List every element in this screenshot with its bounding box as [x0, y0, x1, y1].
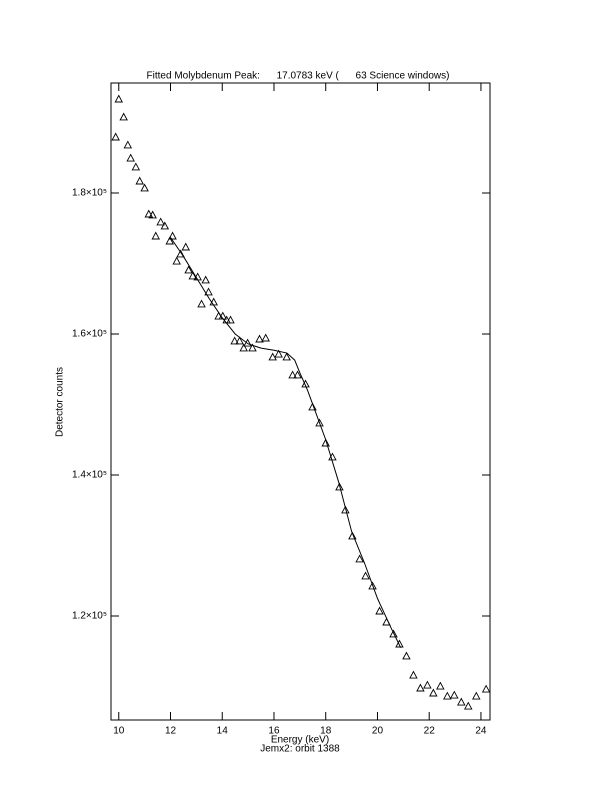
data-point	[243, 338, 252, 347]
fit-line	[170, 237, 402, 648]
data-point	[176, 249, 185, 258]
chart-title: Fitted Molybdenum Peak: 17.0783 keV ( 63…	[147, 71, 450, 82]
x-tick-label: 12	[165, 726, 177, 737]
data-point	[341, 505, 350, 514]
data-point	[172, 256, 181, 265]
x-tick-label: 10	[113, 726, 125, 737]
data-point	[168, 231, 177, 240]
x-tick-label: 16	[268, 726, 280, 737]
plot-frame	[110, 82, 491, 721]
y-tick-label: 1.6×10⁵	[72, 329, 107, 340]
data-point	[135, 176, 144, 185]
y-tick-label: 1.4×10⁵	[72, 470, 107, 481]
data-point	[181, 242, 191, 251]
data-point	[293, 370, 302, 379]
data-point	[409, 670, 418, 679]
x-tick-label: 24	[475, 726, 487, 737]
x-tick-label: 22	[424, 726, 436, 737]
data-point	[119, 112, 128, 121]
data-point	[429, 688, 438, 697]
data-point	[423, 680, 432, 689]
data-point	[361, 571, 370, 580]
data-point	[140, 183, 149, 192]
data-point	[248, 343, 257, 352]
data-point	[450, 690, 459, 699]
data-point	[165, 236, 174, 245]
data-point	[114, 94, 124, 103]
data-point	[156, 217, 165, 226]
data-point	[123, 140, 133, 149]
data-point	[184, 265, 193, 274]
x-axis-label: Energy (keV)	[271, 735, 329, 746]
data-point	[321, 438, 330, 447]
data-point	[111, 132, 120, 141]
data-point	[151, 231, 161, 240]
data-point	[395, 639, 404, 648]
data-point	[188, 271, 198, 280]
data-point	[131, 162, 141, 171]
x-tick-label: 14	[217, 726, 229, 737]
data-point	[274, 349, 283, 358]
data-point	[235, 336, 244, 345]
data-point	[239, 343, 248, 352]
data-point	[288, 370, 297, 379]
data-point	[226, 315, 235, 324]
data-point	[282, 352, 291, 361]
data-point	[481, 684, 491, 693]
y-axis-label: Detector counts	[55, 367, 66, 437]
data-point	[368, 581, 377, 590]
data-point	[389, 629, 398, 638]
x-tick-label: 20	[372, 726, 384, 737]
y-tick-label: 1.8×10⁵	[72, 188, 107, 199]
data-point	[402, 651, 411, 660]
data-point	[160, 221, 170, 230]
data-point	[348, 531, 357, 540]
y-tick-label: 1.2×10⁵	[72, 611, 107, 622]
data-point	[230, 336, 239, 345]
data-point	[315, 418, 324, 427]
data-point	[436, 681, 445, 690]
data-point	[443, 691, 452, 700]
data-point	[148, 210, 157, 219]
data-point	[375, 606, 384, 615]
data-point	[144, 209, 154, 218]
x-tick-label: 18	[320, 726, 332, 737]
data-point	[126, 153, 135, 162]
data-point	[301, 379, 310, 388]
data-point	[457, 697, 466, 706]
data-point	[261, 333, 270, 342]
data-point	[335, 482, 344, 491]
data-point	[355, 554, 364, 563]
data-point	[204, 287, 213, 296]
data-point	[255, 334, 264, 343]
data-point	[197, 299, 206, 308]
data-point	[308, 402, 317, 411]
data-point	[268, 352, 277, 361]
subtitle: Jemx2: orbit 1388	[260, 744, 340, 755]
data-point	[464, 701, 473, 710]
data-point	[201, 275, 210, 284]
data-point	[416, 683, 425, 692]
data-point	[472, 691, 481, 700]
